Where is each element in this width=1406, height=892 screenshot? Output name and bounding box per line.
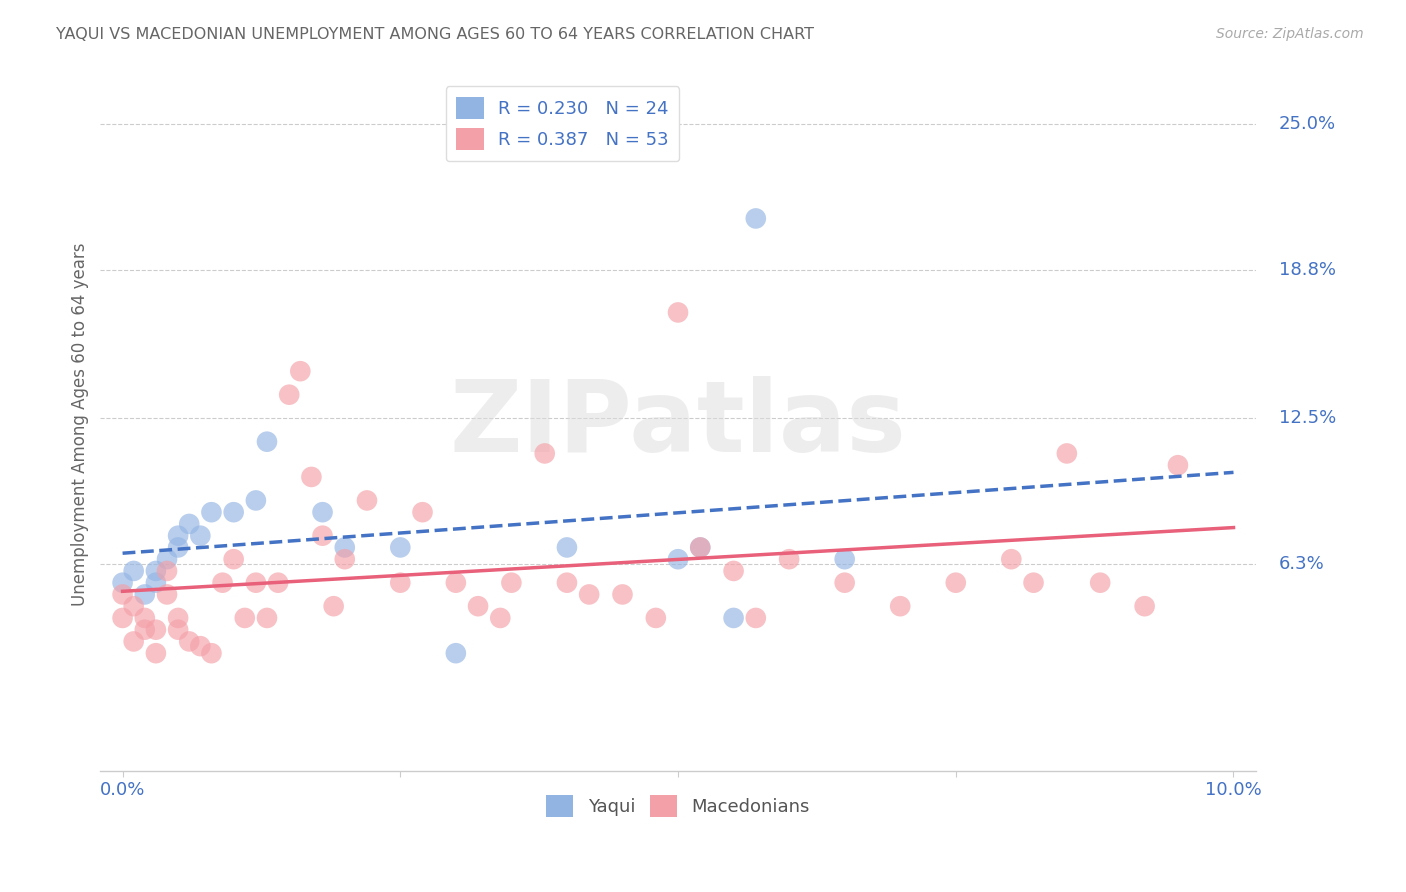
Text: 12.5%: 12.5% (1279, 409, 1336, 427)
Point (689, 541, 711, 555)
Point (778, 552, 800, 566)
Point (122, 564, 145, 578)
Point (167, 541, 190, 555)
Point (179, 516, 201, 531)
Point (145, 646, 167, 660)
Point (412, 505, 434, 519)
Point (889, 599, 911, 614)
Point (200, 646, 222, 660)
Point (222, 505, 245, 519)
Text: 18.8%: 18.8% (1279, 261, 1336, 279)
Point (501, 575, 523, 590)
Point (278, 387, 301, 401)
Point (578, 587, 600, 601)
Point (489, 611, 512, 625)
Point (723, 611, 745, 625)
Point (267, 575, 290, 590)
Point (222, 552, 245, 566)
Point (145, 575, 167, 590)
Point (723, 564, 745, 578)
Point (111, 575, 134, 590)
Point (1167, 458, 1189, 473)
Point (644, 611, 666, 625)
Point (311, 505, 333, 519)
Point (333, 552, 356, 566)
Point (167, 623, 190, 637)
Text: ZIPatlas: ZIPatlas (450, 376, 907, 473)
Point (389, 575, 412, 590)
Point (200, 505, 222, 519)
Point (245, 493, 267, 508)
Point (356, 493, 378, 508)
Point (299, 470, 322, 484)
Point (156, 587, 179, 601)
Point (167, 611, 190, 625)
Y-axis label: Unemployment Among Ages 60 to 64 years: Unemployment Among Ages 60 to 64 years (72, 243, 89, 606)
Point (111, 587, 134, 601)
Point (167, 529, 190, 543)
Point (444, 646, 467, 660)
Point (389, 541, 412, 555)
Point (745, 211, 768, 226)
Point (1133, 599, 1156, 614)
Legend: Yaqui, Macedonians: Yaqui, Macedonians (538, 788, 817, 824)
Point (256, 434, 278, 449)
Point (555, 575, 578, 590)
Point (945, 575, 967, 590)
Point (122, 634, 145, 648)
Point (555, 541, 578, 555)
Point (745, 611, 768, 625)
Text: Source: ZipAtlas.com: Source: ZipAtlas.com (1216, 27, 1364, 41)
Point (111, 611, 134, 625)
Point (134, 611, 156, 625)
Point (834, 575, 856, 590)
Point (122, 599, 145, 614)
Point (156, 552, 179, 566)
Point (179, 634, 201, 648)
Point (188, 529, 211, 543)
Point (444, 575, 467, 590)
Point (533, 446, 555, 460)
Point (467, 599, 489, 614)
Point (834, 552, 856, 566)
Point (666, 305, 689, 319)
Point (134, 623, 156, 637)
Point (290, 364, 312, 378)
Point (233, 611, 256, 625)
Text: YAQUI VS MACEDONIAN UNEMPLOYMENT AMONG AGES 60 TO 64 YEARS CORRELATION CHART: YAQUI VS MACEDONIAN UNEMPLOYMENT AMONG A… (56, 27, 814, 42)
Point (1022, 575, 1045, 590)
Point (188, 639, 211, 653)
Text: 6.3%: 6.3% (1279, 555, 1324, 573)
Point (666, 552, 689, 566)
Point (134, 587, 156, 601)
Text: 25.0%: 25.0% (1279, 115, 1336, 134)
Point (245, 575, 267, 590)
Point (1000, 552, 1022, 566)
Point (211, 575, 233, 590)
Point (612, 587, 634, 601)
Point (311, 529, 333, 543)
Point (256, 611, 278, 625)
Point (333, 541, 356, 555)
Point (1088, 575, 1111, 590)
Point (145, 623, 167, 637)
Point (689, 541, 711, 555)
Point (156, 564, 179, 578)
Point (145, 564, 167, 578)
Point (322, 599, 344, 614)
Point (1056, 446, 1078, 460)
